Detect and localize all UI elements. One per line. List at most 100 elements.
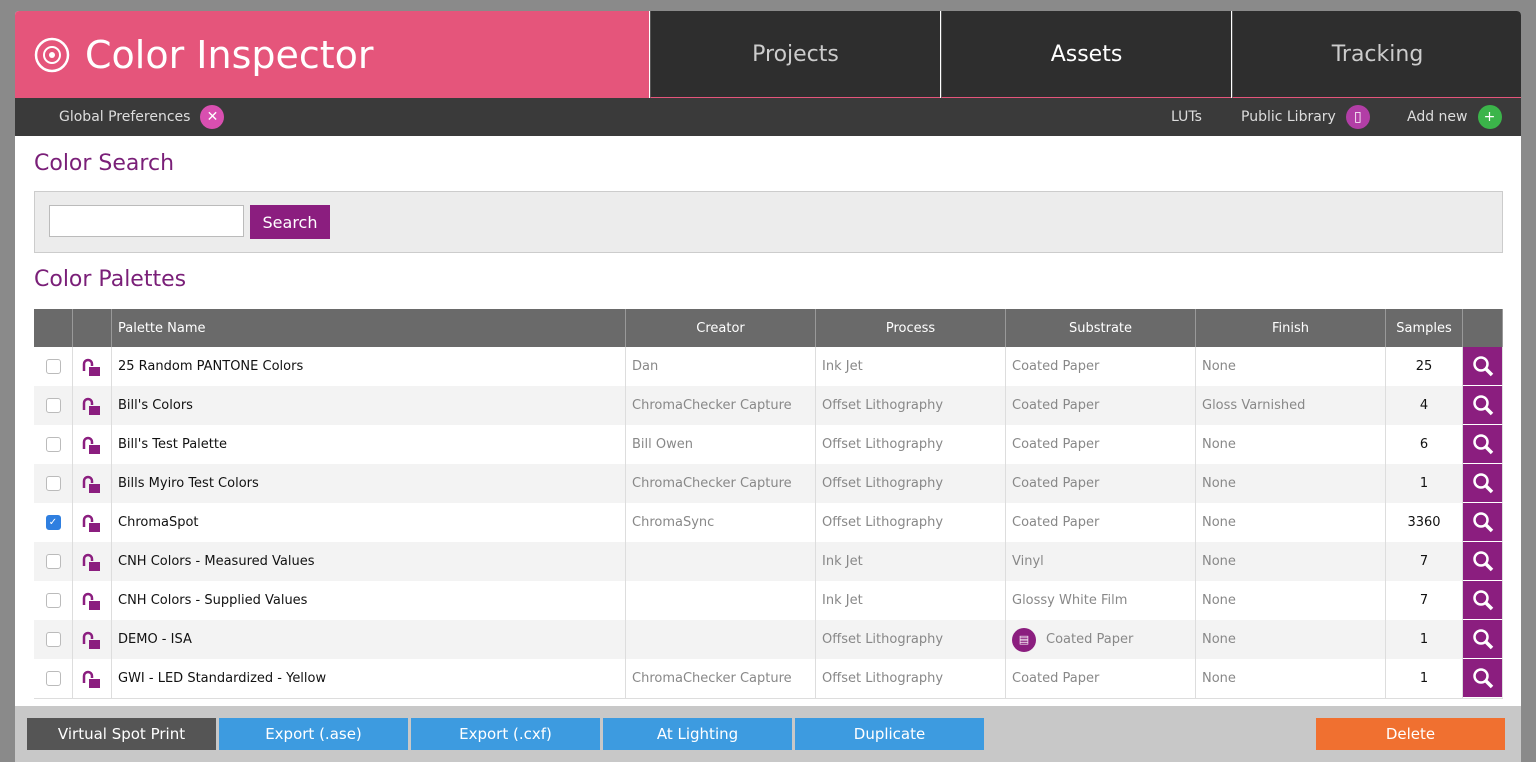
substrate: Glossy White Film bbox=[1012, 593, 1128, 608]
substrate-cell: Vinyl bbox=[1006, 542, 1196, 581]
lock-icon[interactable] bbox=[81, 591, 103, 611]
link: Global Preferences bbox=[59, 109, 191, 125]
substrate: Coated Paper bbox=[1012, 359, 1100, 374]
process: Ink Jet bbox=[822, 554, 863, 569]
checkbox[interactable] bbox=[45, 632, 61, 647]
checkbox[interactable] bbox=[45, 476, 61, 491]
finish-cell: None bbox=[1196, 464, 1386, 503]
name-cell: ChromaSpot bbox=[112, 503, 626, 542]
table-row: CNH Colors - Measured Values Ink Jet Vinyl… bbox=[34, 542, 1503, 582]
creator: Dan bbox=[632, 359, 659, 374]
delete-button[interactable]: Delete bbox=[1316, 718, 1505, 750]
brand[interactable]: Color Inspector bbox=[15, 11, 649, 98]
add-new[interactable]: Add new + bbox=[1407, 98, 1502, 136]
header-cell: Finish bbox=[1196, 309, 1386, 348]
search-icon bbox=[1472, 629, 1493, 650]
samples: 3360 bbox=[1407, 515, 1441, 530]
checkbox[interactable]: ✓ bbox=[45, 515, 61, 530]
process-cell: Ink Jet bbox=[816, 347, 1006, 386]
checkbox-cell bbox=[34, 386, 73, 425]
search-icon bbox=[1472, 551, 1493, 572]
name-cell: Bill's Colors bbox=[112, 386, 626, 425]
checkbox-cell bbox=[34, 425, 73, 464]
table-row: Bill's Test Palette Bill Owen Offset Litho… bbox=[34, 425, 1503, 465]
nav-tab[interactable]: Tracking bbox=[1232, 11, 1521, 98]
name-cell: Bills Myiro Test Colors bbox=[112, 464, 626, 503]
process-cell: Ink Jet bbox=[816, 542, 1006, 581]
global-preferences[interactable]: Global Preferences ✕ bbox=[59, 98, 225, 136]
name: 25 Random PANTONE Colors bbox=[118, 359, 304, 374]
action-button[interactable]: Export (.ase) bbox=[219, 718, 408, 750]
search-icon bbox=[1472, 395, 1493, 416]
creator: Bill Owen bbox=[632, 437, 693, 452]
checkbox[interactable] bbox=[45, 359, 61, 374]
lock-icon[interactable] bbox=[81, 513, 103, 533]
name: CNH Colors - Supplied Values bbox=[118, 593, 308, 608]
action-cell[interactable] bbox=[1463, 425, 1503, 464]
process-cell: Offset Lithography bbox=[816, 425, 1006, 464]
samples-cell: 7 bbox=[1386, 581, 1463, 620]
lock-icon[interactable] bbox=[81, 669, 103, 689]
lock-icon[interactable] bbox=[81, 435, 103, 455]
search-panel: Search bbox=[34, 191, 1503, 253]
checkbox[interactable] bbox=[45, 398, 61, 413]
nav-tab[interactable]: Projects bbox=[650, 11, 940, 98]
checkbox[interactable] bbox=[45, 593, 61, 608]
action-cell[interactable] bbox=[1463, 347, 1503, 386]
checkbox[interactable] bbox=[45, 437, 61, 452]
name: Bill's Test Palette bbox=[118, 437, 227, 452]
checkbox-cell bbox=[34, 581, 73, 620]
table-row: GWI - LED Standardized - Yellow ChromaChe… bbox=[34, 659, 1503, 699]
action-button[interactable]: At Lighting bbox=[603, 718, 792, 750]
samples: 6 bbox=[1419, 437, 1429, 452]
substrate: Coated Paper bbox=[1012, 398, 1100, 413]
creator: ChromaChecker Capture bbox=[632, 671, 792, 686]
substrate: Coated Paper bbox=[1012, 671, 1100, 686]
action-cell[interactable] bbox=[1463, 503, 1503, 542]
action-cell[interactable] bbox=[1463, 386, 1503, 425]
lock-icon[interactable] bbox=[81, 630, 103, 650]
sub-nav: Global Preferences ✕ LUTs Public Library ▯… bbox=[15, 98, 1521, 136]
samples-cell: 4 bbox=[1386, 386, 1463, 425]
luts[interactable]: LUTs bbox=[1171, 98, 1202, 136]
action-cell[interactable] bbox=[1463, 620, 1503, 659]
creator-cell bbox=[626, 542, 816, 581]
search-icon bbox=[1472, 473, 1493, 494]
process-cell: Offset Lithography bbox=[816, 620, 1006, 659]
name: GWI - LED Standardized - Yellow bbox=[118, 671, 327, 686]
action-button[interactable]: Duplicate bbox=[795, 718, 984, 750]
finish-cell: None bbox=[1196, 425, 1386, 464]
action-button[interactable]: Export (.cxf) bbox=[411, 718, 600, 750]
lock-icon[interactable] bbox=[81, 357, 103, 377]
search-button[interactable]: Search bbox=[250, 205, 330, 239]
nav-tab[interactable]: Assets bbox=[941, 11, 1231, 98]
checkbox[interactable] bbox=[45, 554, 61, 569]
lock-icon[interactable] bbox=[81, 396, 103, 416]
action-cell[interactable] bbox=[1463, 464, 1503, 503]
process-cell: Ink Jet bbox=[816, 581, 1006, 620]
book-icon: ▯ bbox=[1345, 105, 1370, 129]
search-input[interactable] bbox=[49, 205, 244, 237]
creator-cell: ChromaChecker Capture bbox=[626, 386, 816, 425]
substrate-cell: Coated Paper bbox=[1006, 386, 1196, 425]
action-cell[interactable] bbox=[1463, 581, 1503, 620]
process: Offset Lithography bbox=[822, 671, 944, 686]
finish: None bbox=[1202, 593, 1236, 608]
checkbox-cell bbox=[34, 620, 73, 659]
header-cell: Process bbox=[816, 309, 1006, 348]
substrate-cell: Coated Paper bbox=[1006, 347, 1196, 386]
app: Color Inspector Global Preferences ✕ LUTs… bbox=[15, 11, 1521, 762]
lock-cell bbox=[73, 620, 112, 659]
finish: Gloss Varnished bbox=[1202, 398, 1306, 413]
action-cell[interactable] bbox=[1463, 659, 1503, 698]
checkbox-cell bbox=[34, 659, 73, 698]
action-cell[interactable] bbox=[1463, 542, 1503, 581]
creator-cell: ChromaSync bbox=[626, 503, 816, 542]
lock-icon[interactable] bbox=[81, 474, 103, 494]
finish: None bbox=[1202, 632, 1236, 647]
public-library[interactable]: Public Library ▯ bbox=[1241, 98, 1370, 136]
lock-icon[interactable] bbox=[81, 552, 103, 572]
checkbox[interactable] bbox=[45, 671, 61, 686]
action-button[interactable]: Virtual Spot Print bbox=[27, 718, 216, 750]
